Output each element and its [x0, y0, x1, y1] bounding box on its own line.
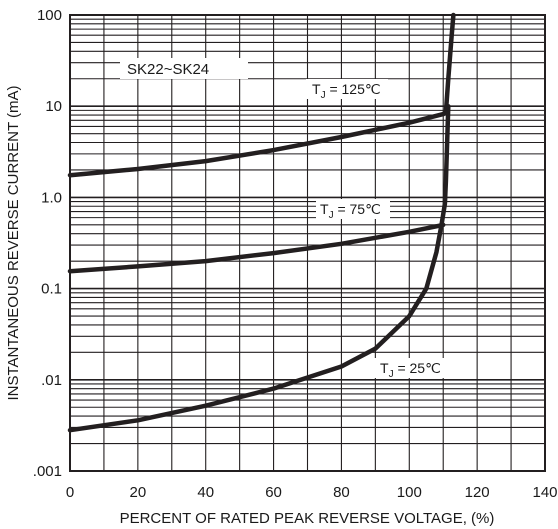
y-axis-title: INSTANTANEOUS REVERSE CURRENT (mA): [5, 85, 22, 400]
x-tick-label: 40: [197, 484, 214, 501]
series-curve-2: [67, 103, 451, 433]
series-label-75-main: T: [320, 201, 329, 217]
x-tick-label: 0: [66, 484, 74, 501]
series-label-125-rest: = 125℃: [326, 81, 381, 97]
x-tick-label: 80: [333, 484, 350, 501]
series-label-25-main: T: [380, 360, 389, 376]
note-label: SK22~SK24: [127, 61, 209, 78]
series-label-125: TJ = 125℃: [312, 81, 381, 101]
x-tick-label: 60: [265, 484, 282, 501]
x-tick-label: 120: [465, 484, 490, 501]
note-label-bg: [120, 58, 248, 79]
series-label-25-rest: = 25℃: [394, 360, 441, 376]
y-tick-label: .001: [33, 463, 62, 480]
y-tick-label: 10: [45, 98, 62, 115]
plot-border: [69, 14, 546, 472]
y-tick-label: 100: [37, 7, 62, 24]
y-tick-label: .01: [41, 372, 62, 389]
y-tick-label: 1.0: [41, 189, 62, 206]
y-tick-label: 0.1: [41, 281, 62, 298]
x-axis-title: PERCENT OF RATED PEAK REVERSE VOLTAGE, (…: [120, 510, 495, 527]
series-label-125-main: T: [312, 81, 321, 97]
series-label-bg-25: [374, 358, 450, 378]
tick-labels: 0 20 40 60 80 100 120 140 .001 .01 0.1 1.0 10 100: [33, 7, 558, 501]
x-tick-label: 100: [397, 484, 422, 501]
series-label-125-sub: J: [321, 90, 326, 101]
series-label-25-sub: J: [389, 369, 394, 380]
series-curve-0: [67, 12, 456, 178]
series-label-75-sub: J: [329, 210, 334, 221]
x-tick-label: 140: [532, 484, 557, 501]
grid-lines: [70, 15, 545, 472]
series-label-75: TJ = 75℃: [320, 201, 381, 221]
series-curve-1: [67, 222, 446, 274]
x-tick-label: 20: [130, 484, 147, 501]
series-label-25: TJ = 25℃: [380, 360, 441, 380]
series-label-bg-125: [306, 79, 388, 99]
series-label-bg-75: [316, 199, 390, 219]
curves: [67, 12, 456, 433]
series-label-75-rest: = 75℃: [334, 201, 381, 217]
